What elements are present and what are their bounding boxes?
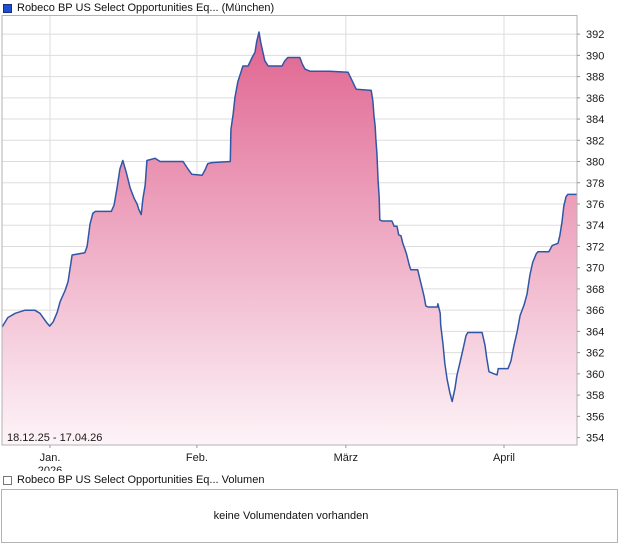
price-line	[1, 31, 577, 403]
y-tick-label: 368	[586, 284, 604, 296]
y-tick-label: 356	[586, 411, 604, 423]
y-tick-label: 354	[586, 433, 604, 445]
y-tick-label: 358	[586, 390, 604, 402]
y-tick-label: 390	[586, 50, 604, 62]
y-tick-label: 370	[586, 263, 604, 275]
date-range-label: 18.12.25 - 17.04.26	[7, 432, 102, 444]
y-tick-label: 386	[586, 93, 604, 105]
y-tick-label: 362	[586, 348, 604, 360]
x-tick-label-year: 2026	[38, 465, 62, 471]
y-tick-label: 392	[586, 29, 604, 41]
y-tick-label: 374	[586, 220, 604, 232]
volume-legend: Robeco BP US Select Opportunities Eq... …	[0, 471, 620, 487]
volume-panel: keine Volumendaten vorhanden	[1, 489, 618, 543]
price-series-swatch-icon	[3, 4, 12, 13]
y-tick-label: 376	[586, 199, 604, 211]
volume-legend-label: Robeco BP US Select Opportunities Eq... …	[17, 474, 265, 486]
y-tick-label: 360	[586, 369, 604, 381]
x-tick-label: April	[493, 452, 515, 464]
y-tick-label: 372	[586, 241, 604, 253]
y-tick-label: 366	[586, 305, 604, 317]
y-tick-label: 388	[586, 72, 604, 84]
no-volume-message: keine Volumendaten vorhanden	[213, 510, 369, 522]
y-tick-label: 378	[586, 178, 604, 190]
volume-series-swatch-icon	[3, 476, 12, 485]
y-tick-label: 364	[586, 326, 604, 338]
price-chart[interactable]: 392 390 388 386 384 382 380 378 376 374 372 370 368 3…	[0, 15, 620, 471]
x-tick-label: Jan.	[40, 452, 61, 464]
plot-frame	[1, 15, 578, 446]
y-tick-label: 380	[586, 157, 604, 169]
x-tick-label: Feb.	[186, 452, 208, 464]
x-tick-label: März	[334, 452, 358, 464]
price-area	[2, 32, 577, 445]
y-tick-label: 384	[586, 114, 604, 126]
y-tick-label: 382	[586, 135, 604, 147]
price-legend: Robeco BP US Select Opportunities Eq... …	[0, 0, 620, 15]
price-legend-label: Robeco BP US Select Opportunities Eq... …	[17, 2, 275, 14]
